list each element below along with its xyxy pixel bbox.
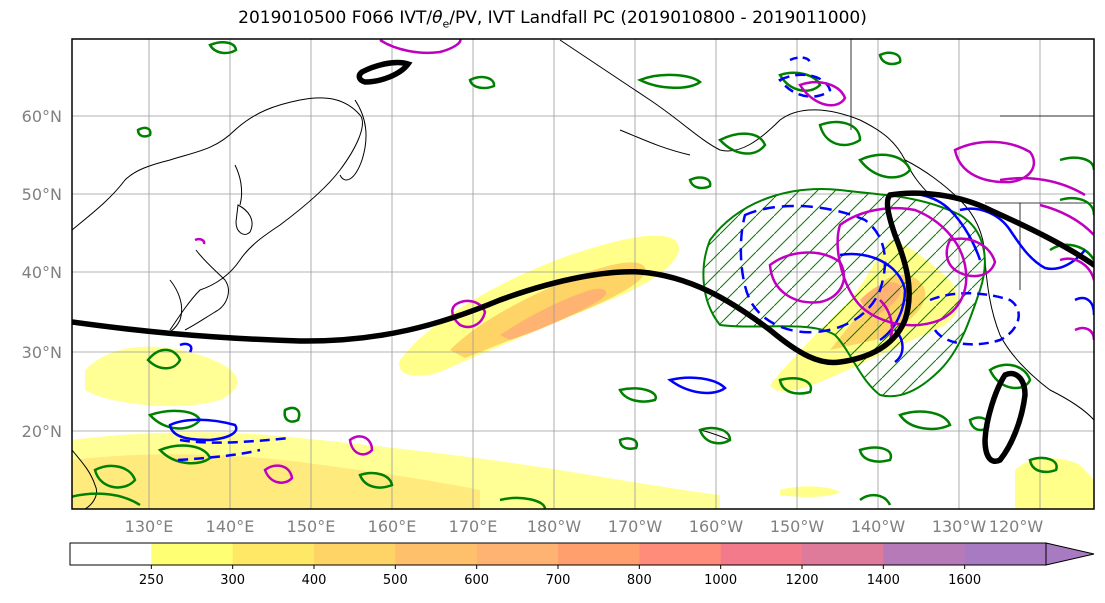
lat-label: 60°N: [22, 107, 62, 126]
colorbar-extend-arrow: [1045, 542, 1095, 566]
lon-label: 180°W: [527, 517, 582, 536]
coast-kamchatka: [339, 99, 367, 181]
coast-philippines: [72, 449, 98, 509]
coast-sakhalin: [234, 164, 243, 206]
colorbar-tick-label: 300: [220, 573, 245, 588]
colorbar-segment: [395, 543, 478, 565]
coast-aleutians: [619, 129, 691, 156]
jet-loop-north: [356, 59, 413, 85]
lon-label: 170°W: [608, 517, 663, 536]
coast-asia-mainland: [72, 97, 363, 331]
jet-main-line: [72, 190, 1094, 366]
jet-loop-southeast: [982, 370, 1028, 464]
coast-alaska: [559, 39, 931, 196]
coastlines: [72, 39, 1094, 509]
jet-contours: [72, 59, 1094, 464]
map-frame: [71, 38, 1095, 510]
lon-label: 160°W: [689, 517, 744, 536]
colorbar-tick-label: 250: [139, 573, 164, 588]
lon-label: 160°E: [368, 517, 417, 536]
lon-label: 130°E: [125, 517, 174, 536]
lat-label: 40°N: [22, 263, 62, 282]
lon-label: 140°W: [851, 517, 906, 536]
colorbar-tick-label: 500: [383, 573, 408, 588]
coast-hokkaido: [235, 204, 253, 235]
lat-label: 50°N: [22, 185, 62, 204]
pv-positive-contours: [194, 39, 1094, 484]
colorbar-tick-label: 1000: [704, 573, 737, 588]
lon-labels: 130°E 140°E 150°E 160°E 170°E 180°W 170°…: [125, 517, 1044, 536]
colorbar-segment: [70, 543, 152, 565]
colorbar-tick-label: 600: [464, 573, 489, 588]
colorbar-segment: [883, 543, 966, 565]
theta-e-contours: [72, 41, 1094, 509]
pv-negative-contours: [168, 56, 1094, 462]
lat-label: 30°N: [22, 343, 62, 362]
colorbar-segment: [964, 543, 1047, 565]
colorbar-tick-label: 800: [627, 573, 652, 588]
lon-label: 120°W: [989, 517, 1044, 536]
colorbar-segment: [720, 543, 803, 565]
colorbar-segment: [802, 543, 884, 565]
lon-label: 150°E: [287, 517, 336, 536]
coast-japan: [184, 249, 229, 331]
lon-label: 140°E: [206, 517, 255, 536]
colorbar-tick-label: 1200: [785, 573, 818, 588]
colorbar-tick-label: 400: [302, 573, 327, 588]
lat-label: 20°N: [22, 422, 62, 441]
colorbar-segment: [476, 543, 559, 565]
coast-hawaii: [699, 429, 731, 441]
colorbar-segment: [558, 543, 640, 565]
ivt-band-west: [85, 346, 238, 407]
map-title: 2019010500 F066 IVT/θe/PV, IVT Landfall …: [238, 8, 867, 31]
lon-label: 150°W: [770, 517, 825, 536]
colorbar-tick-label: 700: [546, 573, 571, 588]
lat-labels: 60°N 50°N 40°N 30°N 20°N: [22, 107, 62, 441]
lon-label: 170°E: [449, 517, 498, 536]
colorbar-segment: [314, 543, 396, 565]
colorbar-segment: [639, 543, 722, 565]
colorbar-tick-label: 1400: [867, 573, 900, 588]
colorbar-segments: [70, 543, 1047, 565]
ivt-plume-central-core: [500, 288, 607, 340]
ivt-patch-southeast: [1015, 458, 1094, 509]
colorbar-segment: [232, 543, 315, 565]
map-area: [72, 39, 1094, 509]
colorbar-ticks: 250 300 400 500 600 700 800 1000 1200 1400 1600: [139, 565, 981, 588]
ivt-patch-small: [780, 486, 840, 497]
colorbar-segment: [151, 543, 234, 565]
colorbar: 250 300 400 500 600 700 800 1000 1200 1400 1600: [69, 542, 1095, 588]
colorbar-tick-label: 1600: [948, 573, 981, 588]
lon-label: 130°W: [932, 517, 987, 536]
